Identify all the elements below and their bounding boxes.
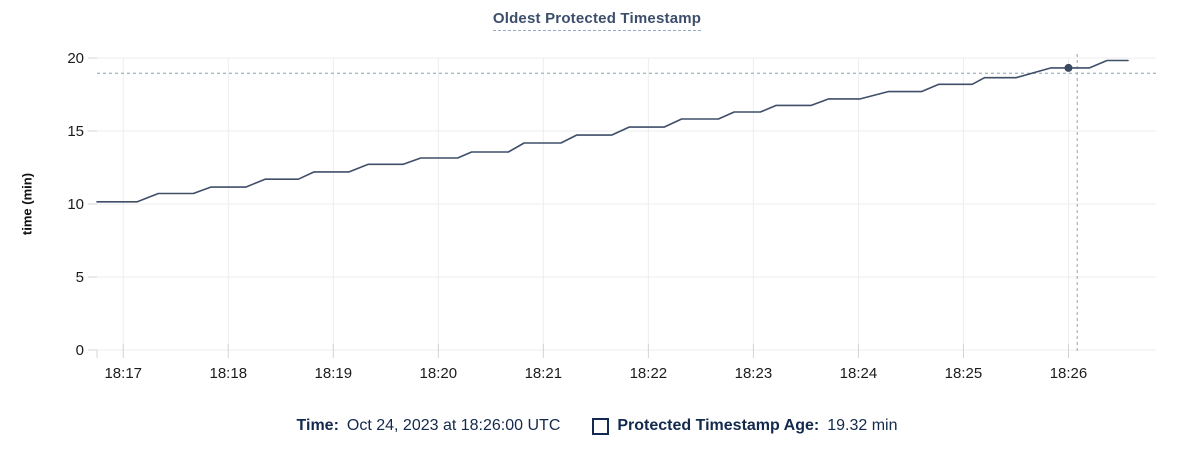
x-tick-label: 18:17 bbox=[104, 365, 142, 382]
y-tick-label: 20 bbox=[67, 50, 84, 67]
legend-time: Time: Oct 24, 2023 at 18:26:00 UTC bbox=[297, 417, 561, 435]
y-tick-label: 15 bbox=[67, 123, 84, 140]
y-tick-label: 10 bbox=[67, 196, 84, 213]
legend-time-label: Time: bbox=[296, 417, 339, 434]
x-tick-label: 18:20 bbox=[420, 365, 458, 382]
chart-title[interactable]: Oldest Protected Timestamp bbox=[492, 10, 702, 31]
legend-series-label: Protected Timestamp Age: bbox=[617, 417, 820, 434]
x-tick-label: 18:18 bbox=[210, 365, 248, 382]
x-tick-label: 18:21 bbox=[525, 365, 563, 382]
legend-time-value: Oct 24, 2023 at 18:26:00 UTC bbox=[346, 417, 561, 434]
hover-point bbox=[1064, 63, 1073, 72]
y-tick-label: 5 bbox=[76, 269, 84, 286]
series-line bbox=[96, 59, 1129, 203]
x-tick-label: 18:25 bbox=[945, 365, 983, 382]
timeseries-plot[interactable]: 0 5 10 15 20 18:17 18:18 18:19 18:20 18:21 18:22 18… bbox=[0, 0, 1194, 400]
x-tick-label: 18:22 bbox=[630, 365, 668, 382]
x-tick-label: 18:23 bbox=[735, 365, 773, 382]
y-tick-label: 0 bbox=[76, 342, 84, 359]
legend-series-toggle[interactable]: Protected Timestamp Age: 19.32 min bbox=[592, 417, 897, 435]
x-tick-label: 18:24 bbox=[840, 365, 878, 382]
checkbox-outline-icon[interactable] bbox=[592, 417, 610, 435]
x-tick-label: 18:26 bbox=[1050, 365, 1088, 382]
chart-legend: Time: Oct 24, 2023 at 18:26:00 UTC Prote… bbox=[0, 417, 1194, 435]
x-tick-label: 18:19 bbox=[315, 365, 353, 382]
chart-title-row: Oldest Protected Timestamp bbox=[0, 10, 1194, 31]
legend-series-value: 19.32 min bbox=[827, 417, 898, 434]
